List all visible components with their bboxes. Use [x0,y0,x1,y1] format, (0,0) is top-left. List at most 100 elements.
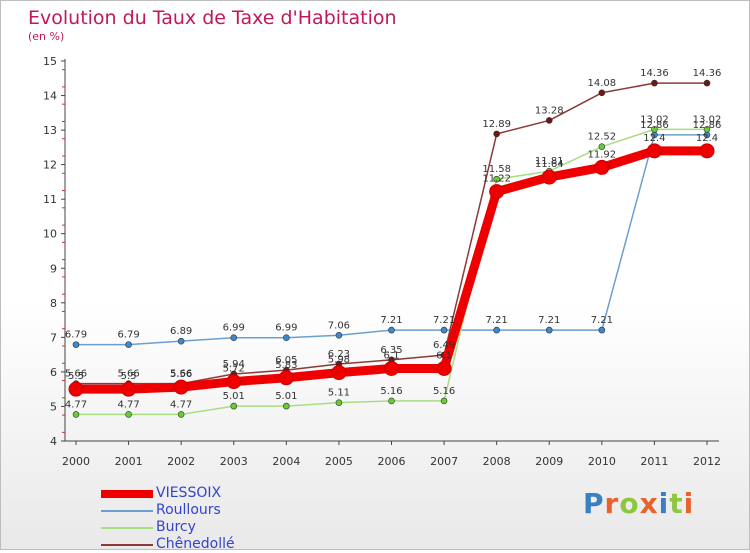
data-label: 7.21 [380,315,402,326]
data-label: 5.72 [223,364,245,375]
legend-swatch [101,510,153,512]
data-label: 6.79 [117,330,139,341]
chart-title: Evolution du Taux de Taxe d'Habitation [28,7,397,29]
data-point [121,381,137,397]
data-point [335,331,343,339]
data-label: 14.08 [588,78,617,89]
data-label: 7.21 [433,315,455,326]
data-label: 11.22 [482,174,511,185]
data-point [388,397,395,405]
data-point [226,374,242,390]
data-label: 6.99 [223,323,245,334]
data-label: 5.01 [223,391,245,402]
data-label: 12.86 [693,120,722,131]
data-point [493,175,500,183]
data-point [436,360,452,376]
x-tick-label: 2001 [115,455,143,468]
data-label: 12.4 [643,133,665,144]
brand-letter: o [619,487,640,520]
data-label: 11.64 [535,159,564,170]
data-label: 5.98 [328,355,350,366]
x-tick-label: 2003 [220,455,248,468]
brand-letter: P [583,487,605,520]
data-point [440,326,448,334]
data-point [598,89,606,97]
data-label: 12.89 [482,119,511,130]
data-label: 7.21 [486,315,508,326]
y-tick-label: 12 [43,159,57,172]
data-point [440,397,448,405]
legend-label: Burcy [156,519,196,535]
data-point [125,341,132,348]
data-label: 4.77 [117,399,139,410]
y-tick-label: 4 [50,435,57,448]
data-label: 5.5 [68,371,84,382]
data-label: 13.02 [640,114,669,125]
legend-swatch [101,544,153,546]
data-label: 5.16 [433,386,455,397]
brand-letter: x [639,487,659,520]
data-label: 5.83 [275,360,297,371]
data-label: 11.58 [482,164,511,175]
data-label: 5.11 [328,388,350,399]
y-tick-label: 8 [50,297,57,310]
data-label: 13.02 [693,114,722,125]
data-point [699,143,715,159]
data-label: 7.21 [591,315,613,326]
x-tick-label: 2010 [588,455,616,468]
y-tick-label: 15 [43,55,57,68]
legend-label: VIESSOIX [156,485,222,501]
y-tick-label: 9 [50,262,57,275]
data-point [598,326,606,334]
y-tick-label: 5 [50,400,57,413]
data-point [388,326,395,334]
data-point [703,126,711,133]
data-label: 6.23 [328,349,350,360]
data-label: 14.36 [640,68,669,79]
x-tick-label: 2012 [693,455,721,468]
brand-letter: i [683,487,695,520]
data-label: 6.35 [380,345,402,356]
chart-subtitle: (en %) [28,30,65,43]
data-point [125,411,132,418]
data-label: 5.16 [380,386,402,397]
data-label: 12.4 [696,133,718,144]
data-point [177,411,185,418]
data-point [493,326,500,334]
data-label: 5.66 [65,369,87,380]
x-tick-label: 2011 [640,455,668,468]
data-label: 5.56 [170,369,192,380]
data-label: 12.52 [588,132,617,143]
data-point [278,370,294,386]
data-label: 5.5 [121,371,137,382]
data-label: 5.66 [170,369,192,380]
data-label: 5.01 [275,391,297,402]
data-label: 12.86 [640,120,669,131]
data-point [493,130,500,138]
data-label: 7.06 [328,320,350,331]
brand-logo: Proxiti [583,487,694,520]
data-label: 11.92 [588,149,617,160]
data-point [283,334,290,342]
data-label: 14.36 [693,68,722,79]
data-label: 4.77 [65,399,87,410]
data-point [68,381,84,397]
legend-swatch [101,527,153,529]
data-label: 6.99 [275,323,297,334]
data-point [173,379,189,395]
data-label: 5.94 [223,359,245,370]
y-tick-label: 6 [50,366,57,379]
legend-label: Roullours [156,502,221,518]
data-point [335,399,343,406]
data-point [283,402,290,410]
data-point [331,365,347,381]
data-point [72,341,80,348]
data-label: 11.81 [535,156,564,167]
data-point [545,326,553,334]
data-label: 6.89 [170,326,192,337]
legend-swatch [101,490,153,498]
x-tick-label: 2008 [483,455,511,468]
series-line [75,82,708,385]
x-tick-label: 2009 [535,455,563,468]
